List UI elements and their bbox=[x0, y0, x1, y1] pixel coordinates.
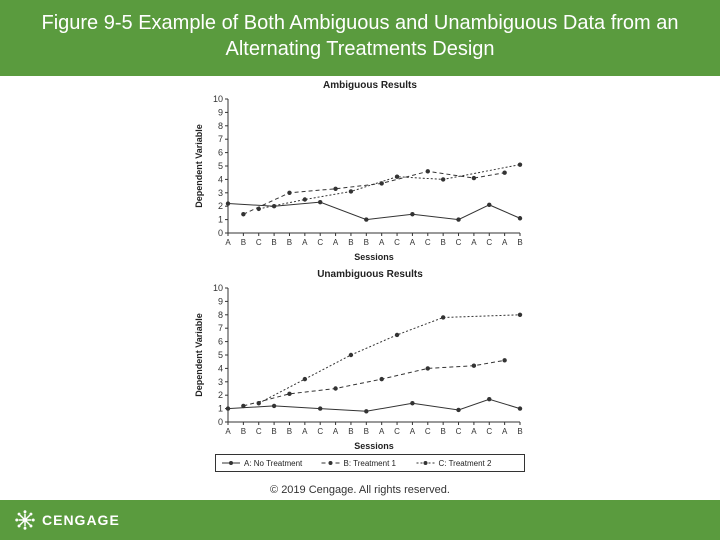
svg-text:C: C bbox=[394, 427, 400, 436]
chart-ambiguous: 012345678910ABCBBACABBACACBCACABSessions… bbox=[190, 93, 530, 263]
svg-text:B: B bbox=[271, 238, 276, 247]
svg-text:B: B bbox=[364, 427, 369, 436]
svg-text:8: 8 bbox=[218, 310, 223, 320]
svg-text:C: C bbox=[317, 427, 323, 436]
svg-text:7: 7 bbox=[218, 323, 223, 333]
svg-text:1: 1 bbox=[218, 404, 223, 414]
svg-text:C: Treatment 2: C: Treatment 2 bbox=[439, 459, 492, 468]
svg-text:6: 6 bbox=[218, 337, 223, 347]
svg-text:A: A bbox=[502, 238, 508, 247]
svg-text:A: A bbox=[379, 427, 385, 436]
svg-text:B: B bbox=[241, 427, 246, 436]
svg-text:Sessions: Sessions bbox=[354, 252, 394, 262]
chart-unambiguous: 012345678910ABCBBACABBACACBCACABSessions… bbox=[190, 282, 530, 452]
svg-text:2: 2 bbox=[218, 201, 223, 211]
svg-text:A: A bbox=[379, 238, 385, 247]
footer: CENGAGE bbox=[0, 500, 720, 540]
svg-text:C: C bbox=[456, 238, 462, 247]
svg-text:C: C bbox=[317, 238, 323, 247]
svg-text:B: B bbox=[241, 238, 246, 247]
svg-text:10: 10 bbox=[213, 94, 223, 104]
svg-text:4: 4 bbox=[218, 363, 223, 373]
svg-text:B: B bbox=[287, 238, 292, 247]
svg-text:C: C bbox=[425, 427, 431, 436]
svg-text:5: 5 bbox=[218, 350, 223, 360]
chart2-title: Unambiguous Results bbox=[190, 269, 550, 280]
svg-text:7: 7 bbox=[218, 134, 223, 144]
svg-text:9: 9 bbox=[218, 296, 223, 306]
svg-text:B: B bbox=[271, 427, 276, 436]
svg-text:B: B bbox=[287, 427, 292, 436]
svg-text:B: B bbox=[364, 238, 369, 247]
svg-text:A: A bbox=[410, 427, 416, 436]
svg-text:Dependent Variable: Dependent Variable bbox=[194, 313, 204, 397]
svg-text:3: 3 bbox=[218, 377, 223, 387]
svg-text:A: A bbox=[502, 427, 508, 436]
chart-area: Ambiguous Results 012345678910ABCBBACABB… bbox=[190, 80, 550, 477]
svg-text:A: A bbox=[225, 238, 231, 247]
svg-text:B: B bbox=[348, 427, 353, 436]
svg-text:C: C bbox=[394, 238, 400, 247]
svg-text:B: B bbox=[440, 427, 445, 436]
svg-text:10: 10 bbox=[213, 283, 223, 293]
svg-text:5: 5 bbox=[218, 161, 223, 171]
svg-text:C: C bbox=[486, 427, 492, 436]
svg-text:3: 3 bbox=[218, 188, 223, 198]
svg-text:B: B bbox=[517, 238, 522, 247]
svg-text:A: A bbox=[410, 238, 416, 247]
svg-text:A: A bbox=[302, 427, 308, 436]
svg-text:9: 9 bbox=[218, 107, 223, 117]
svg-text:C: C bbox=[425, 238, 431, 247]
svg-text:C: C bbox=[456, 427, 462, 436]
svg-text:0: 0 bbox=[218, 417, 223, 427]
svg-text:1: 1 bbox=[218, 215, 223, 225]
svg-text:A: A bbox=[225, 427, 231, 436]
svg-text:A: A bbox=[471, 427, 477, 436]
svg-text:A: A bbox=[333, 427, 339, 436]
svg-text:6: 6 bbox=[218, 148, 223, 158]
svg-text:A: A bbox=[471, 238, 477, 247]
svg-text:Sessions: Sessions bbox=[354, 441, 394, 451]
asterisk-icon bbox=[14, 509, 36, 531]
svg-text:B: B bbox=[440, 238, 445, 247]
svg-text:B: B bbox=[517, 427, 522, 436]
svg-text:C: C bbox=[486, 238, 492, 247]
svg-text:A: A bbox=[333, 238, 339, 247]
legend: A: No Treatment B: Treatment 1 C: Treatmen… bbox=[215, 454, 525, 472]
copyright-text: © 2019 Cengage. All rights reserved. bbox=[0, 484, 720, 496]
svg-text:Dependent Variable: Dependent Variable bbox=[194, 124, 204, 208]
brand-logo: CENGAGE bbox=[14, 509, 120, 531]
svg-text:A: No Treatment: A: No Treatment bbox=[244, 459, 303, 468]
chart1-title: Ambiguous Results bbox=[190, 80, 550, 91]
svg-text:2: 2 bbox=[218, 390, 223, 400]
svg-text:B: Treatment 1: B: Treatment 1 bbox=[344, 459, 397, 468]
svg-text:0: 0 bbox=[218, 228, 223, 238]
slide-title: Figure 9-5 Example of Both Ambiguous and… bbox=[0, 0, 720, 76]
brand-text: CENGAGE bbox=[42, 512, 120, 528]
svg-text:B: B bbox=[348, 238, 353, 247]
svg-text:C: C bbox=[256, 238, 262, 247]
svg-text:4: 4 bbox=[218, 174, 223, 184]
svg-text:C: C bbox=[256, 427, 262, 436]
svg-text:8: 8 bbox=[218, 121, 223, 131]
svg-text:A: A bbox=[302, 238, 308, 247]
